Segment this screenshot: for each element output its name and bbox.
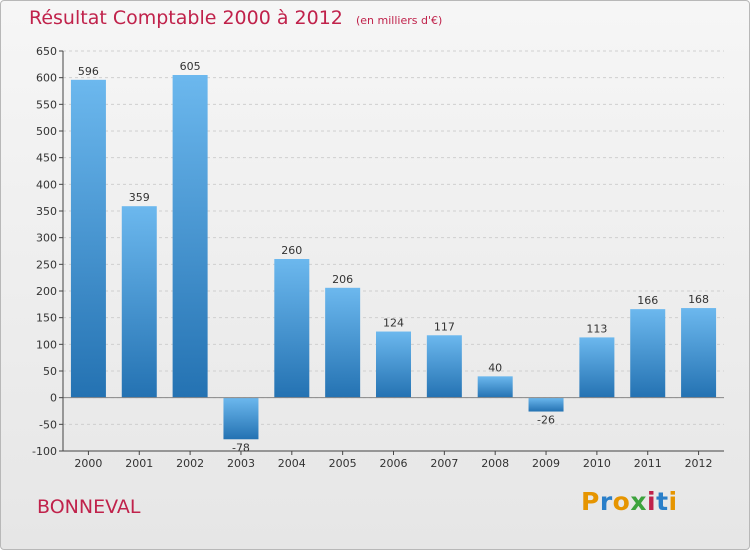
data-label-2003: -78 xyxy=(232,441,250,454)
y-tick-label: 300 xyxy=(36,232,57,245)
bar-2011 xyxy=(630,309,666,398)
x-tick-label: 2002 xyxy=(176,457,204,470)
logo-letter: i xyxy=(647,487,657,516)
y-tick-label: -100 xyxy=(32,445,57,458)
logo-letter: r xyxy=(599,487,613,516)
logo-letter: P xyxy=(581,487,600,516)
y-tick-label: 100 xyxy=(36,338,57,351)
x-tick-label: 2011 xyxy=(634,457,662,470)
location-name: BONNEVAL xyxy=(37,496,141,518)
bar-2009 xyxy=(528,397,564,412)
bar-2004 xyxy=(274,259,310,398)
bar-2012 xyxy=(681,308,717,398)
y-tick-label: 50 xyxy=(43,365,57,378)
x-tick-label: 2007 xyxy=(430,457,458,470)
bar-2010 xyxy=(579,337,615,398)
bar-2001 xyxy=(121,206,157,398)
x-tick-label: 2009 xyxy=(532,457,560,470)
logo-letter: x xyxy=(630,487,647,516)
y-tick-label: 500 xyxy=(36,125,57,138)
data-label-2005: 206 xyxy=(332,273,353,286)
data-label-2002: 605 xyxy=(180,60,201,73)
axes xyxy=(59,50,724,455)
x-tick-label: 2010 xyxy=(583,457,611,470)
labels: -100 -50 0 50 100 150 200 250 300 350 400 450 500 550… xyxy=(32,45,713,470)
bars xyxy=(70,75,717,440)
y-tick-label: 650 xyxy=(36,45,57,58)
chart-title: Résultat Comptable 2000 à 2012 xyxy=(29,7,343,29)
data-label-2010: 113 xyxy=(586,322,607,335)
x-tick-label: 2004 xyxy=(278,457,306,470)
bar-2003 xyxy=(223,397,259,440)
logo-letter: o xyxy=(612,487,631,516)
x-tick-label: 2003 xyxy=(227,457,255,470)
x-tick-label: 2008 xyxy=(481,457,509,470)
y-tick-label: 600 xyxy=(36,72,57,85)
x-tick-label: 2012 xyxy=(685,457,713,470)
data-label-2004: 260 xyxy=(281,244,302,257)
x-tick-label: 2001 xyxy=(125,457,153,470)
data-label-2012: 168 xyxy=(688,293,709,306)
x-tick-label: 2006 xyxy=(380,457,408,470)
logo-letter: t xyxy=(656,487,669,516)
chart-unit: (en milliers d'€) xyxy=(355,14,443,27)
data-label-2009: -26 xyxy=(537,414,555,427)
data-label-2000: 596 xyxy=(78,65,99,78)
x-tick-label: 2000 xyxy=(74,457,102,470)
data-label-2001: 359 xyxy=(129,191,150,204)
data-label-2007: 117 xyxy=(434,320,455,333)
bar-2008 xyxy=(477,376,513,398)
y-tick-label: 250 xyxy=(36,258,57,271)
title-row: Résultat Comptable 2000 à 2012 (en milli… xyxy=(29,7,442,29)
bar-2006 xyxy=(376,331,411,398)
data-label-2011: 166 xyxy=(637,294,658,307)
bar-2002 xyxy=(172,75,208,398)
x-tick-label: 2005 xyxy=(329,457,357,470)
bar-2007 xyxy=(426,335,462,398)
y-tick-label: 400 xyxy=(36,178,57,191)
bar-2000 xyxy=(70,79,106,398)
y-tick-label: 150 xyxy=(36,312,57,325)
proxiti-logo: Proxiti xyxy=(581,487,678,516)
y-tick-label: -50 xyxy=(39,418,57,431)
y-tick-label: 200 xyxy=(36,285,57,298)
bar-2005 xyxy=(325,287,361,398)
y-tick-label: 350 xyxy=(36,205,57,218)
data-label-2006: 124 xyxy=(383,317,404,330)
data-label-2008: 40 xyxy=(488,361,502,374)
y-tick-label: 550 xyxy=(36,98,57,111)
y-tick-label: 0 xyxy=(50,392,57,405)
y-tick-label: 450 xyxy=(36,152,57,165)
logo-letter: i xyxy=(668,487,678,516)
